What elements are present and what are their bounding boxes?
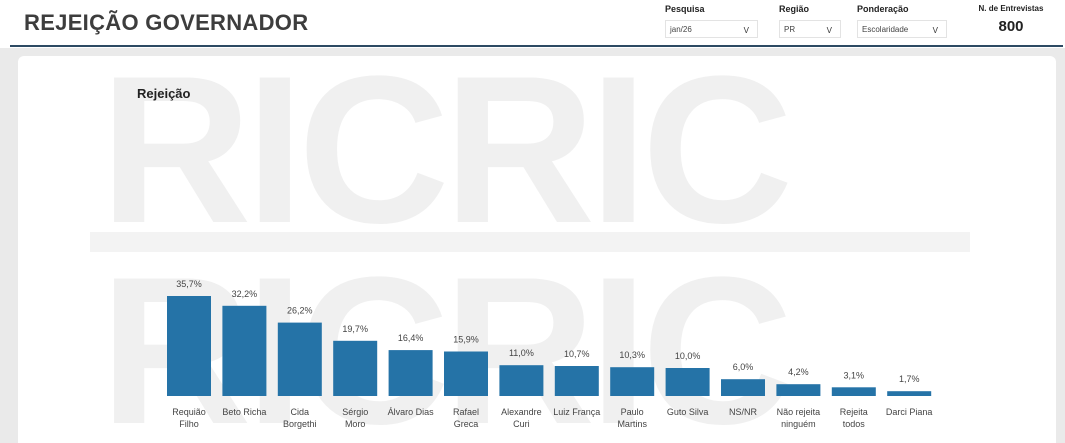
category-label: Sérgio Moro bbox=[342, 407, 368, 429]
chart-title: Rejeição bbox=[137, 86, 191, 101]
header: REJEIÇÃO GOVERNADOR Pesquisa jan/26 V Re… bbox=[0, 0, 1065, 48]
filter-regiao-label: Região bbox=[779, 4, 810, 14]
interviews-value: 800 bbox=[998, 18, 1024, 35]
data-label: 4,2% bbox=[788, 367, 809, 377]
category-label: Beto Richa bbox=[222, 407, 266, 417]
category-label: Não rejeita ninguém bbox=[777, 407, 821, 429]
bar-9[interactable] bbox=[610, 367, 655, 396]
data-label: 3,1% bbox=[844, 370, 865, 380]
bar-1[interactable] bbox=[167, 296, 211, 396]
bar-14[interactable] bbox=[887, 391, 932, 396]
chevron-down-icon: V bbox=[932, 26, 938, 35]
watermark-band bbox=[90, 232, 970, 252]
category-label: Rafael Greca bbox=[453, 407, 479, 429]
data-label: 10,7% bbox=[564, 349, 590, 359]
regiao-value: PR bbox=[784, 25, 796, 34]
category-label: Requião Filho bbox=[172, 407, 206, 429]
chevron-down-icon: V bbox=[826, 26, 832, 35]
data-label: 15,9% bbox=[453, 335, 479, 345]
filter-regiao: Região PR V bbox=[779, 4, 841, 38]
pesquisa-value: jan/26 bbox=[670, 25, 692, 34]
ponderacao-dropdown[interactable]: Escolaridade V bbox=[857, 20, 947, 38]
page-title: REJEIÇÃO GOVERNADOR bbox=[24, 10, 309, 35]
data-label: 10,3% bbox=[619, 350, 645, 360]
category-label: NS/NR bbox=[729, 407, 758, 417]
filter-pesquisa-label: Pesquisa bbox=[665, 4, 705, 14]
data-label: 10,0% bbox=[675, 351, 701, 361]
filter-ponderacao: Ponderação Escolaridade V bbox=[857, 4, 947, 38]
chevron-down-icon: V bbox=[743, 26, 749, 35]
data-label: 19,7% bbox=[342, 324, 368, 334]
data-label: 35,7% bbox=[176, 279, 202, 289]
bar-3[interactable] bbox=[277, 322, 322, 396]
bar-6[interactable] bbox=[444, 351, 488, 397]
watermark-bottom: RICRIC bbox=[100, 233, 793, 443]
interviews-label: N. de Entrevistas bbox=[978, 4, 1044, 13]
data-label: 1,7% bbox=[899, 374, 920, 384]
header-divider bbox=[10, 45, 1063, 47]
pesquisa-dropdown[interactable]: jan/26 V bbox=[665, 20, 758, 38]
data-label: 6,0% bbox=[733, 362, 754, 372]
bar-5[interactable] bbox=[388, 350, 433, 396]
category-label: Cida Borgethi bbox=[283, 407, 317, 429]
data-label: 16,4% bbox=[398, 333, 424, 343]
category-label: Luiz França bbox=[553, 407, 600, 417]
category-label: Paulo Martins bbox=[617, 407, 647, 429]
bar-2[interactable] bbox=[222, 305, 267, 396]
bar-10[interactable] bbox=[665, 368, 710, 396]
bar-8[interactable] bbox=[554, 366, 599, 396]
ponderacao-value: Escolaridade bbox=[862, 25, 909, 34]
bar-11[interactable] bbox=[721, 379, 765, 396]
filter-ponderacao-label: Ponderação bbox=[857, 4, 909, 14]
bar-13[interactable] bbox=[831, 387, 876, 396]
data-label: 11,0% bbox=[509, 348, 534, 358]
bar-7[interactable] bbox=[499, 365, 544, 396]
regiao-dropdown[interactable]: PR V bbox=[779, 20, 841, 38]
data-label: 32,2% bbox=[232, 289, 258, 299]
bar-12[interactable] bbox=[776, 384, 821, 396]
watermark-top: RICRIC bbox=[100, 32, 793, 267]
category-label: Darci Piana bbox=[886, 407, 933, 417]
data-label: 26,2% bbox=[287, 306, 313, 316]
category-label: Guto Silva bbox=[667, 407, 709, 417]
category-label: Alexandre Curi bbox=[501, 407, 542, 429]
category-label: Rejeita todos bbox=[840, 407, 868, 429]
bar-4[interactable] bbox=[333, 340, 378, 396]
category-label: Álvaro Dias bbox=[388, 407, 435, 417]
filter-pesquisa: Pesquisa jan/26 V bbox=[665, 4, 758, 38]
